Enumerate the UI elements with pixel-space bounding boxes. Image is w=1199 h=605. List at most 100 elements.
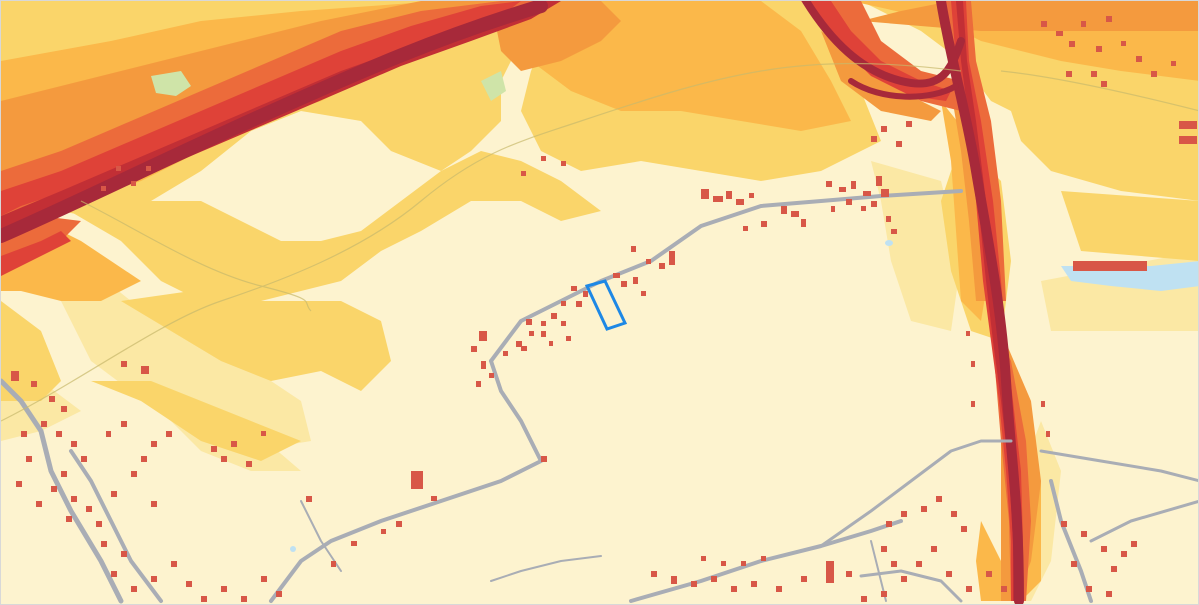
building	[886, 521, 892, 527]
building	[521, 171, 526, 176]
building	[503, 351, 508, 356]
building	[1101, 546, 1107, 552]
building	[906, 121, 912, 127]
selected-parcel[interactable]	[584, 279, 628, 331]
building	[1041, 21, 1047, 27]
building	[131, 181, 136, 186]
building	[121, 361, 127, 367]
building	[106, 431, 111, 437]
building	[1066, 71, 1072, 77]
building	[1096, 46, 1102, 52]
building	[861, 206, 866, 211]
building	[431, 496, 437, 501]
building	[561, 161, 566, 166]
building	[1073, 261, 1147, 271]
building	[931, 546, 937, 552]
building	[26, 456, 32, 462]
building	[701, 556, 706, 561]
building	[41, 421, 47, 427]
building	[1001, 586, 1007, 592]
building	[1121, 41, 1126, 46]
building	[761, 556, 766, 561]
building	[61, 406, 67, 412]
building	[211, 446, 217, 452]
building	[16, 481, 22, 487]
building	[971, 401, 975, 407]
building	[921, 506, 927, 512]
building	[541, 156, 546, 161]
building	[966, 331, 970, 336]
building	[776, 586, 782, 592]
building	[1171, 61, 1176, 66]
building	[489, 373, 494, 378]
building	[571, 286, 577, 291]
building	[891, 561, 897, 567]
building	[1179, 121, 1197, 129]
building	[1091, 71, 1097, 77]
building	[471, 346, 477, 352]
buildings-layer	[11, 16, 1197, 602]
building	[881, 126, 887, 132]
building	[529, 331, 534, 336]
building	[701, 189, 709, 199]
building	[261, 431, 266, 436]
building	[751, 581, 757, 587]
building	[116, 166, 121, 171]
building	[851, 181, 856, 189]
building	[871, 136, 877, 142]
building	[526, 319, 532, 325]
building	[986, 571, 992, 577]
building	[713, 196, 723, 202]
building	[669, 251, 675, 265]
building	[861, 596, 867, 602]
building	[49, 396, 55, 402]
building	[481, 361, 486, 369]
building	[1071, 561, 1077, 567]
building	[846, 199, 852, 205]
building	[801, 576, 807, 582]
building	[791, 211, 799, 217]
building	[516, 341, 522, 347]
building	[671, 576, 677, 584]
building	[66, 516, 72, 522]
building	[241, 596, 247, 602]
building	[1136, 56, 1142, 62]
building	[411, 471, 423, 489]
building	[201, 596, 207, 602]
building	[541, 321, 546, 326]
building	[881, 546, 887, 552]
building	[726, 191, 732, 199]
building	[351, 541, 357, 546]
building	[221, 586, 227, 592]
building	[141, 366, 149, 374]
building	[1121, 551, 1127, 557]
building	[521, 346, 527, 351]
building	[1061, 521, 1067, 527]
building	[1106, 591, 1112, 597]
building	[306, 496, 312, 502]
building	[551, 313, 557, 319]
building	[1046, 431, 1050, 437]
building	[1131, 541, 1137, 547]
building	[659, 263, 665, 269]
building	[961, 526, 967, 532]
building	[331, 561, 336, 567]
building	[736, 199, 744, 205]
building	[561, 301, 566, 306]
building	[876, 176, 882, 186]
building	[1069, 41, 1075, 47]
building	[166, 431, 172, 437]
building	[951, 511, 957, 517]
building	[221, 456, 227, 462]
building	[633, 277, 638, 284]
selection-rectangle-icon[interactable]	[584, 279, 628, 331]
building	[1111, 566, 1117, 572]
building	[111, 571, 117, 577]
building	[613, 273, 620, 278]
building	[1179, 136, 1197, 144]
building	[541, 456, 547, 462]
building	[891, 229, 897, 234]
building	[549, 341, 553, 346]
